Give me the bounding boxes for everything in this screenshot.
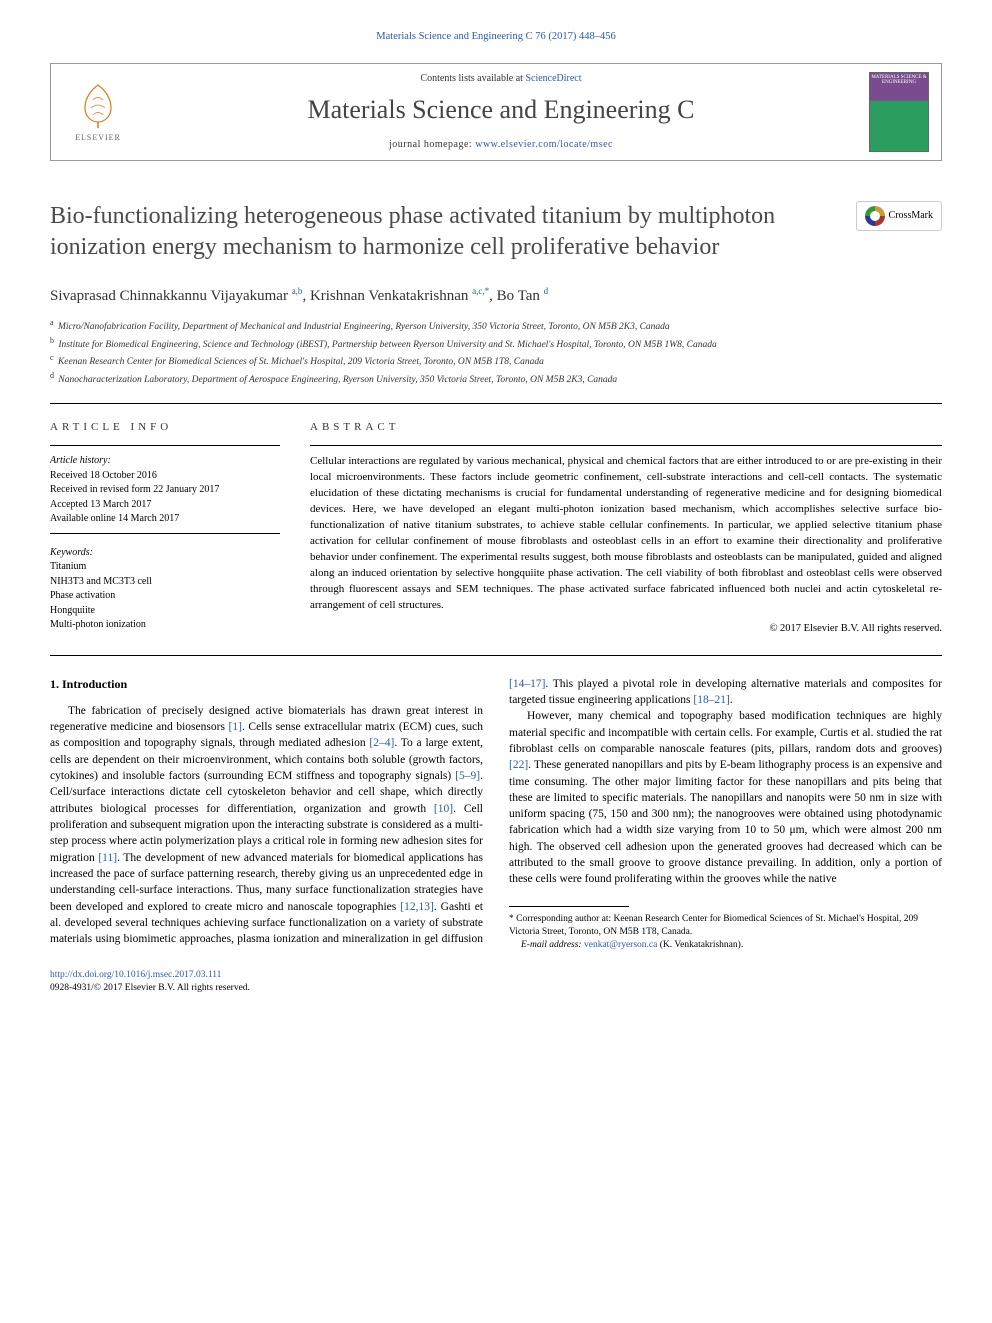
crossmark-icon (865, 206, 885, 226)
publisher-logo: ELSEVIER (63, 80, 133, 143)
keyword: Phase activation (50, 589, 280, 604)
author-list: Sivaprasad Chinnakkannu Vijayakumar a,b,… (50, 285, 942, 307)
crossmark-label: CrossMark (889, 209, 933, 223)
divider (50, 403, 942, 404)
contents-available: Contents lists available at ScienceDirec… (133, 72, 869, 86)
affiliations: a Micro/Nanofabrication Facility, Depart… (50, 317, 942, 387)
divider (50, 533, 280, 534)
journal-homepage: journal homepage: www.elsevier.com/locat… (133, 138, 869, 152)
keyword: Multi-photon ionization (50, 618, 280, 633)
article-history: Article history: Received 18 October 201… (50, 454, 280, 527)
accepted-date: Accepted 13 March 2017 (50, 498, 280, 513)
sciencedirect-link[interactable]: ScienceDirect (525, 73, 581, 84)
received-date: Received 18 October 2016 (50, 469, 280, 484)
affiliation-a: a Micro/Nanofabrication Facility, Depart… (50, 317, 942, 334)
keyword: Titanium (50, 560, 280, 575)
journal-title: Materials Science and Engineering C (133, 92, 869, 128)
article-title: Bio-functionalizing heterogeneous phase … (50, 201, 836, 263)
author-2-aff: a,c, (472, 286, 485, 296)
author-1-aff: a,b (292, 286, 303, 296)
elsevier-tree-icon (73, 80, 123, 130)
divider (310, 445, 942, 446)
journal-cover-thumb: MATERIALS SCIENCE & ENGINEERING (869, 72, 929, 152)
email-label: E-mail address: (521, 940, 584, 950)
article-body: 1. Introduction The fabrication of preci… (50, 676, 942, 953)
intro-paragraph-2: However, many chemical and topography ba… (509, 708, 942, 888)
citation[interactable]: [18–21] (693, 694, 729, 706)
history-label: Article history: (50, 454, 280, 469)
affiliation-b: b Institute for Biomedical Engineering, … (50, 335, 942, 352)
page-footer: http://dx.doi.org/10.1016/j.msec.2017.03… (50, 969, 942, 996)
citation[interactable]: [10] (434, 803, 453, 815)
keywords-label: Keywords: (50, 546, 280, 561)
citation[interactable]: [11] (98, 852, 117, 864)
article-info-heading: ARTICLE INFO (50, 420, 280, 435)
citation[interactable]: [1] (229, 721, 242, 733)
homepage-prefix: journal homepage: (389, 139, 475, 150)
online-date: Available online 14 March 2017 (50, 512, 280, 527)
keyword: Hongquiite (50, 604, 280, 619)
divider (50, 445, 280, 446)
abstract-copyright: © 2017 Elsevier B.V. All rights reserved… (310, 622, 942, 637)
author-1: Sivaprasad Chinnakkannu Vijayakumar (50, 288, 292, 304)
homepage-link[interactable]: www.elsevier.com/locate/msec (475, 139, 613, 150)
section-heading-intro: 1. Introduction (50, 676, 483, 693)
citation[interactable]: [5–9] (455, 770, 480, 782)
revised-date: Received in revised form 22 January 2017 (50, 483, 280, 498)
affiliation-c: c Keenan Research Center for Biomedical … (50, 352, 942, 369)
affiliation-d: d Nanocharacterization Laboratory, Depar… (50, 370, 942, 387)
abstract-text: Cellular interactions are regulated by v… (310, 454, 942, 613)
crossmark-badge[interactable]: CrossMark (856, 201, 942, 231)
citation[interactable]: [2–4] (369, 737, 394, 749)
issn-copyright: 0928-4931/© 2017 Elsevier B.V. All right… (50, 982, 942, 995)
contents-prefix: Contents lists available at (420, 73, 525, 84)
citation[interactable]: [14–17] (509, 678, 545, 690)
author-3: Bo Tan (497, 288, 544, 304)
footnote-rule (509, 906, 629, 907)
divider (50, 655, 942, 656)
doi-link[interactable]: http://dx.doi.org/10.1016/j.msec.2017.03… (50, 970, 221, 980)
abstract-heading: ABSTRACT (310, 420, 942, 435)
email-link[interactable]: venkat@ryerson.ca (584, 940, 657, 950)
journal-header: ELSEVIER Contents lists available at Sci… (50, 63, 942, 161)
citation[interactable]: [12,13] (400, 901, 434, 913)
author-3-aff: d (544, 286, 549, 296)
keywords: Keywords: Titanium NIH3T3 and MC3T3 cell… (50, 546, 280, 633)
cover-text: MATERIALS SCIENCE & ENGINEERING (870, 75, 928, 86)
citation[interactable]: [22] (509, 759, 528, 771)
author-2: Krishnan Venkatakrishnan (310, 288, 472, 304)
corresponding-footnote: * Corresponding author at: Keenan Resear… (509, 913, 942, 953)
publisher-name: ELSEVIER (75, 132, 121, 143)
running-head: Materials Science and Engineering C 76 (… (50, 30, 942, 45)
keyword: NIH3T3 and MC3T3 cell (50, 575, 280, 590)
